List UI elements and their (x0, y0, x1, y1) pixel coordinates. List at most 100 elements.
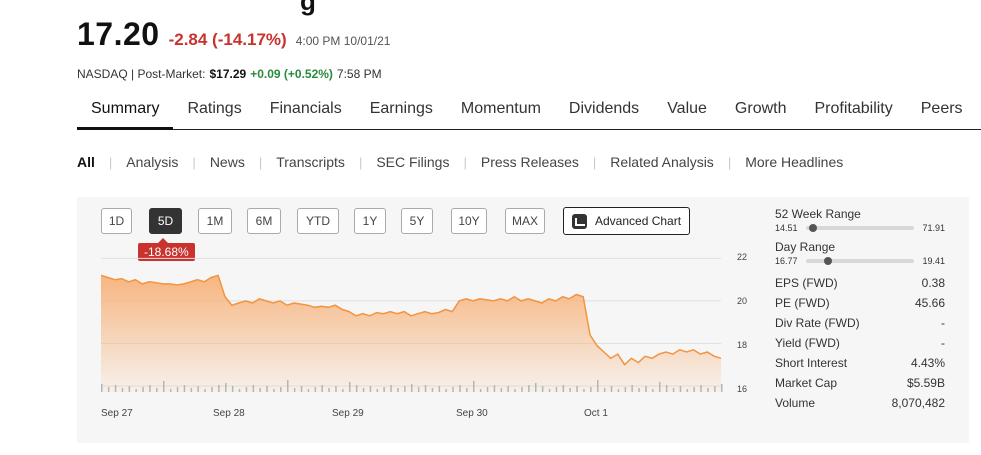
tab-momentum[interactable]: Momentum (460, 100, 541, 117)
volume-bar (218, 385, 220, 392)
volume-bar (624, 387, 627, 392)
volume-bar (603, 388, 606, 392)
52-week-range: 52 Week Range 14.51 71.91 (775, 207, 945, 233)
volume-bar (569, 388, 571, 392)
range-max-button[interactable]: MAX (505, 208, 545, 234)
stat-label: EPS (FWD) (775, 276, 838, 290)
range-bar (805, 224, 915, 232)
filter-analysis[interactable]: Analysis (126, 154, 179, 170)
tab-growth[interactable]: Growth (734, 100, 787, 117)
volume-bar (679, 386, 682, 392)
volume-bar (156, 388, 158, 392)
range-10y-button[interactable]: 10Y (451, 208, 487, 234)
volume-bar (597, 380, 599, 392)
filter-related-analysis[interactable]: Related Analysis (610, 154, 714, 170)
stat-label: Div Rate (FWD) (775, 316, 860, 330)
volume-bar (707, 388, 709, 392)
range-6m-button[interactable]: 6M (247, 208, 281, 234)
stat-label: PE (FWD) (775, 296, 830, 310)
range-track: 16.77 19.41 (775, 256, 945, 266)
volume-bar (245, 387, 248, 392)
volume-bar (486, 387, 489, 392)
volume-bar (541, 386, 544, 392)
y-tick-label: 20 (737, 296, 748, 306)
filter-sec-filings[interactable]: SEC Filings (376, 154, 450, 170)
volume-bar (176, 387, 179, 392)
advanced-chart-label: Advanced Chart (595, 214, 682, 228)
y-tick-label: 22 (737, 252, 748, 262)
volume-bar (342, 389, 344, 392)
range-5d-button[interactable]: 5D (149, 208, 182, 234)
day-range: Day Range 16.77 19.41 (775, 240, 945, 266)
stat-row: Market Cap $5.59B (775, 373, 945, 393)
volume-bar (521, 387, 523, 392)
volume-bar (404, 386, 406, 392)
volume-bar (390, 385, 392, 392)
range-high: 71.91 (922, 223, 945, 233)
range-1m-button[interactable]: 1M (198, 208, 232, 234)
chart-icon (572, 213, 587, 229)
exchange-label: NASDAQ | Post-Market: (77, 67, 206, 81)
volume-bar (590, 387, 592, 392)
tab-dividends[interactable]: Dividends (568, 100, 640, 117)
volume-bar (473, 381, 475, 392)
stat-label: Volume (775, 396, 816, 410)
volume-bar (183, 385, 186, 392)
volume-bar (693, 387, 695, 392)
volume-bar (514, 389, 516, 392)
stat-value: 8,070,482 (891, 396, 945, 410)
volume-bar (135, 389, 137, 392)
volume-bar (114, 385, 117, 392)
post-market-row: NASDAQ | Post-Market: $17.29 +0.09 (+0.5… (77, 67, 382, 81)
tab-summary[interactable]: Summary (77, 92, 174, 130)
volume-bar (266, 386, 268, 392)
price-chart (101, 257, 723, 392)
filter-news[interactable]: News (209, 154, 245, 170)
volume-bar (355, 385, 358, 392)
volume-bar (190, 388, 193, 392)
range-marker (808, 224, 817, 232)
key-stats: 52 Week Range 14.51 71.91 Day Range 16.7… (775, 207, 945, 413)
volume-bar (259, 388, 261, 392)
range-1y-button[interactable]: 1Y (354, 208, 386, 234)
price-line (101, 274, 722, 366)
volume-bar (197, 386, 199, 392)
volume-bar (349, 382, 351, 392)
tab-peers[interactable]: Peers (920, 100, 963, 117)
tab-profitability[interactable]: Profitability (814, 100, 893, 117)
range-ytd-button[interactable]: YTD (297, 208, 339, 234)
tab-earnings[interactable]: Earnings (369, 100, 433, 117)
range-1d-button[interactable]: 1D (101, 208, 132, 234)
tab-financials[interactable]: Financials (269, 100, 342, 117)
volume-bar (617, 389, 620, 392)
volume-bar (500, 388, 503, 392)
volume-bar (535, 383, 537, 392)
post-market-price: $17.29 (209, 67, 247, 81)
volume-bar (376, 389, 379, 392)
filter-press-releases[interactable]: Press Releases (480, 154, 579, 170)
volume-bar (672, 388, 675, 392)
volume-bar (252, 385, 255, 392)
stat-label: Short Interest (775, 356, 848, 370)
range-label: Day Range (775, 240, 836, 254)
volume-bar (721, 384, 723, 392)
volume-bar (431, 388, 434, 392)
volume-bar (417, 387, 420, 392)
range-bar (805, 257, 915, 265)
filter-transcripts[interactable]: Transcripts (276, 154, 345, 170)
volume-bar (424, 385, 427, 392)
volume-bar (562, 385, 565, 392)
divider: | (108, 154, 113, 170)
filter-more-headlines[interactable]: More Headlines (745, 154, 844, 170)
price-change: -2.84 (-14.17%) (168, 30, 287, 49)
stat-value: 0.38 (921, 276, 945, 290)
tab-ratings[interactable]: Ratings (187, 100, 242, 117)
filter-all[interactable]: All (77, 154, 95, 170)
range-5y-button[interactable]: 5Y (401, 208, 433, 234)
x-tick-label: Sep 30 (456, 408, 488, 419)
tab-value[interactable]: Value (667, 100, 707, 117)
volume-bar (452, 387, 454, 392)
advanced-chart-button[interactable]: Advanced Chart (563, 207, 690, 235)
range-high: 19.41 (922, 256, 945, 266)
volume-bar (610, 386, 613, 392)
